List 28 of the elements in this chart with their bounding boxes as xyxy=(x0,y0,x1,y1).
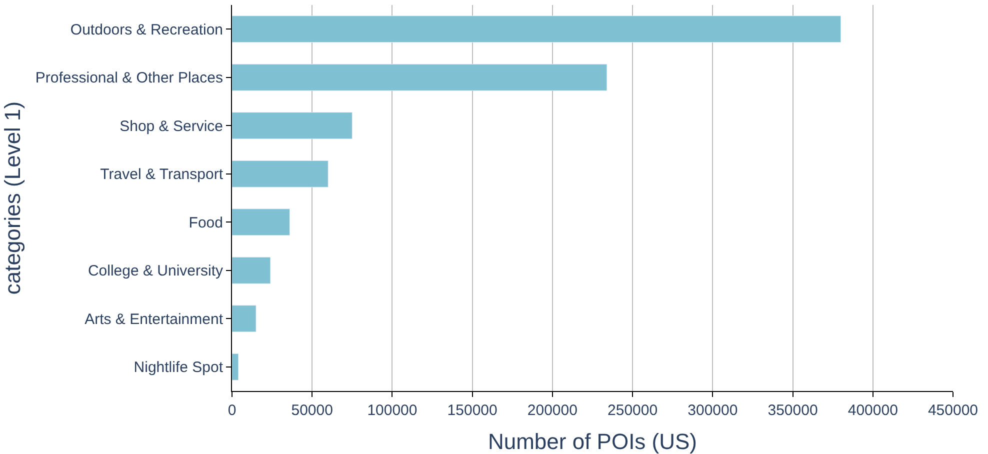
bar xyxy=(232,208,290,236)
y-tick-label: Shop & Service xyxy=(120,118,223,135)
y-tick-label: Travel & Transport xyxy=(100,166,224,184)
bar xyxy=(232,112,352,140)
x-tick-label: 200000 xyxy=(527,402,578,419)
y-tick-label: Arts & Entertainment xyxy=(84,310,224,328)
x-tick-label: 350000 xyxy=(768,402,818,419)
x-tick-label: 400000 xyxy=(848,402,898,419)
x-tick-label: 50000 xyxy=(291,402,333,419)
x-tick-label: 100000 xyxy=(367,402,418,419)
bar xyxy=(232,16,842,43)
x-tick-label: 250000 xyxy=(608,402,658,419)
bar xyxy=(232,64,608,91)
y-tick-label: Nightlife Spot xyxy=(134,359,224,376)
y-tick-label: Professional & Other Places xyxy=(35,70,223,87)
x-tick-label: 150000 xyxy=(447,402,498,419)
y-tick-label: College & University xyxy=(88,262,224,280)
bar xyxy=(232,305,256,332)
bar xyxy=(232,353,239,380)
x-tick-label: 450000 xyxy=(928,402,978,419)
bar xyxy=(232,256,271,284)
bar xyxy=(232,160,328,188)
y-axis-title: categories (Level 1) xyxy=(0,101,25,295)
x-tick-label: 0 xyxy=(228,402,236,419)
y-tick-label: Outdoors & Recreation xyxy=(70,21,223,38)
x-tick-label: 300000 xyxy=(688,402,738,419)
y-tick-label: Food xyxy=(188,214,223,232)
x-axis-title: Number of POIs (US) xyxy=(488,428,698,454)
